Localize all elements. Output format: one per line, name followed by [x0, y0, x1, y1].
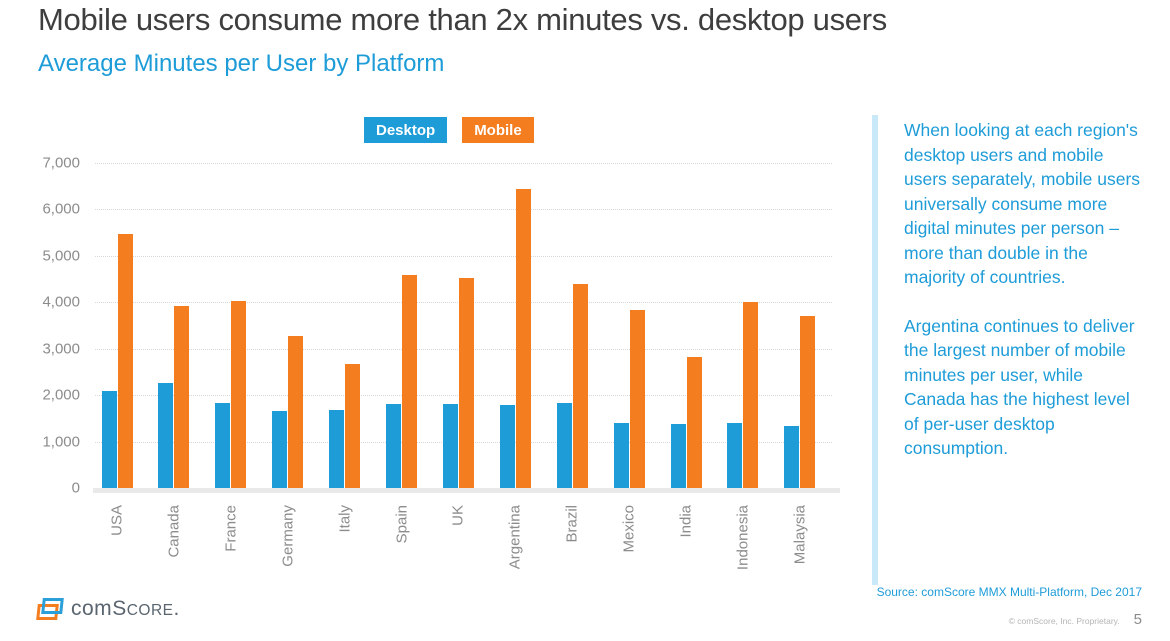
y-tick-label: 5,000	[42, 247, 80, 265]
commentary-paragraph-2: Argentina continues to deliver the large…	[904, 315, 1135, 459]
legend-item-mobile: Mobile	[462, 117, 534, 143]
bar-mobile-france	[231, 300, 247, 488]
bar-group-canada: Canada	[158, 306, 190, 558]
gridline	[95, 163, 832, 164]
bar-mobile-spain	[402, 275, 418, 488]
x-axis-label-france: France	[222, 505, 240, 552]
chart-plot-area: USA Canada France Germany Italy Spain UK Argent…	[93, 163, 840, 570]
bar-group-spain: Spain	[386, 275, 418, 543]
y-tick-label: 3,000	[42, 340, 80, 358]
bar-group-mexico: Mexico	[613, 309, 645, 553]
bar-desktop-uk	[442, 404, 458, 488]
comscore-logo-text: comSCORE.	[71, 597, 180, 620]
bar-mobile-india	[686, 357, 702, 488]
bar-group-brazil: Brazil	[556, 284, 588, 543]
commentary-panel: When looking at each region's desktop us…	[904, 118, 1142, 485]
bar-mobile-argentina	[515, 189, 531, 488]
source-note: Source: comScore MMX Multi-Platform, Dec…	[876, 585, 1142, 599]
bar-mobile-usa	[117, 233, 133, 488]
bar-desktop-malaysia	[784, 425, 800, 488]
y-axis-labels: 7,000 6,000 5,000 4,000 3,000 2,000 1,000 0	[18, 155, 80, 497]
legend-item-desktop: Desktop	[364, 117, 448, 143]
bar-group-france: France	[215, 300, 247, 552]
bar-group-india: India	[670, 357, 702, 538]
gridline	[95, 209, 832, 211]
commentary-paragraph-1: When looking at each region's desktop us…	[904, 120, 1141, 287]
bar-desktop-spain	[386, 403, 402, 488]
y-tick-label: 2,000	[42, 386, 80, 404]
x-axis-label-italy: Italy	[336, 505, 354, 533]
slide-title: Mobile users consume more than 2x minute…	[38, 2, 887, 37]
bar-desktop-mexico	[613, 423, 629, 488]
y-tick-label: 7,000	[42, 154, 80, 172]
bar-mobile-indonesia	[743, 301, 759, 488]
page-number: 5	[1133, 611, 1142, 628]
logo-blue-rect	[41, 598, 64, 614]
bar-desktop-india	[670, 424, 686, 488]
gridline	[95, 255, 832, 257]
y-tick-label: 1,000	[42, 433, 80, 451]
copyright-text: © comScore, Inc. Proprietary.	[1008, 616, 1120, 626]
bar-groups: USA Canada France Germany Italy Spain UK Argent…	[95, 163, 840, 570]
bar-mobile-brazil	[572, 284, 588, 488]
chart-legend: Desktop Mobile	[364, 117, 534, 143]
bar-desktop-argentina	[499, 405, 515, 488]
bar-group-usa: USA	[101, 233, 133, 536]
bar-group-indonesia: Indonesia	[727, 301, 759, 570]
bar-group-uk: UK	[442, 278, 474, 526]
bar-group-malaysia: Malaysia	[784, 315, 816, 564]
y-tick-label: 4,000	[42, 293, 80, 311]
x-axis-label-spain: Spain	[393, 505, 411, 544]
y-tick-label: 6,000	[42, 200, 80, 218]
slide-subtitle: Average Minutes per User by Platform	[38, 50, 445, 77]
bar-mobile-italy	[345, 363, 361, 488]
bar-group-italy: Italy	[329, 363, 361, 533]
x-axis-label-uk: UK	[449, 505, 467, 526]
x-axis-label-indonesia: Indonesia	[734, 505, 752, 571]
bar-desktop-italy	[329, 409, 345, 488]
bar-desktop-indonesia	[727, 422, 743, 488]
bar-desktop-brazil	[556, 402, 572, 488]
bar-mobile-malaysia	[800, 315, 816, 488]
x-axis-label-usa: USA	[108, 505, 126, 536]
x-axis-label-mexico: Mexico	[620, 505, 638, 553]
x-axis-label-canada: Canada	[165, 505, 183, 558]
x-axis-label-india: India	[677, 505, 695, 538]
bar-mobile-germany	[288, 336, 304, 488]
bar-mobile-uk	[458, 278, 474, 488]
y-tick-label: 0	[71, 479, 80, 497]
x-axis-baseline	[93, 488, 840, 493]
bar-mobile-mexico	[629, 309, 645, 488]
bar-group-germany: Germany	[272, 336, 304, 567]
bar-desktop-usa	[101, 391, 117, 488]
x-axis-label-germany: Germany	[279, 505, 297, 567]
x-axis-label-brazil: Brazil	[563, 505, 581, 543]
x-axis-label-argentina: Argentina	[506, 505, 524, 570]
comscore-logo-icon	[36, 597, 64, 621]
commentary-accent-rule	[872, 115, 878, 585]
comscore-logo: comSCORE.	[36, 597, 180, 621]
bar-mobile-canada	[174, 306, 190, 488]
bar-desktop-germany	[272, 411, 288, 488]
x-axis-label-malaysia: Malaysia	[791, 505, 809, 565]
bar-group-argentina: Argentina	[499, 189, 531, 569]
bar-desktop-france	[215, 402, 231, 488]
footer-meta: © comScore, Inc. Proprietary. 5	[1009, 611, 1142, 628]
bar-desktop-canada	[158, 382, 174, 488]
